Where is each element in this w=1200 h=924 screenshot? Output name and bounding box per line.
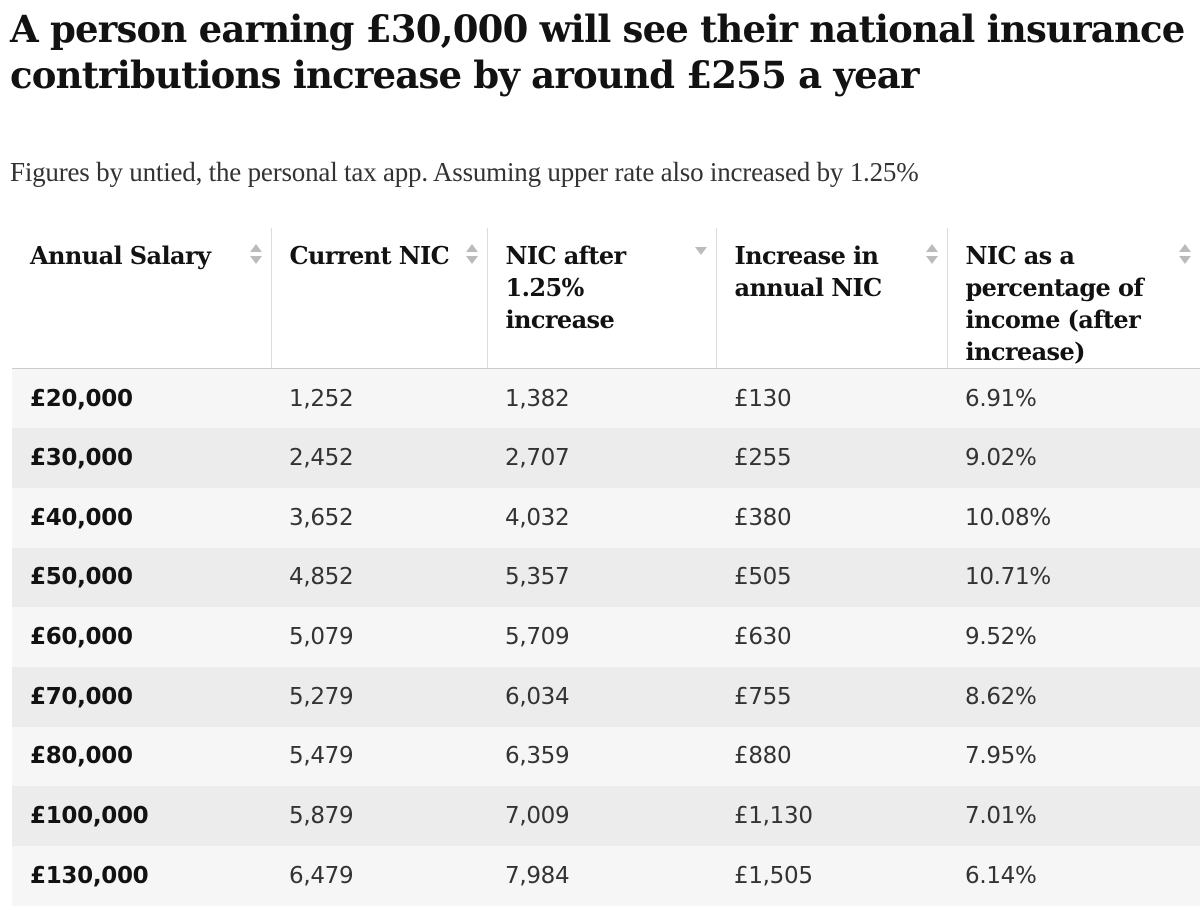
cell-increase-in-annual-nic: £630 (734, 624, 792, 651)
table-row: £20,000 1,252 1,382 £130 6.91% (12, 368, 1200, 429)
cell-nic-percentage-of-income: 8.62% (965, 683, 1037, 710)
cell-annual-salary: £60,000 (30, 624, 133, 651)
column-header-label: Increase in annual NIC (734, 241, 883, 302)
table-row: £70,000 5,279 6,034 £755 8.62% (12, 666, 1200, 727)
sort-icon[interactable] (1178, 242, 1192, 266)
column-header-nic-percentage-of-income[interactable]: NIC as a percentage of income (after inc… (946, 228, 1200, 369)
cell-current-nic: 5,279 (289, 683, 354, 710)
column-header-label: NIC as a percentage of income (after inc… (965, 241, 1144, 366)
header-row: Annual Salary Current NIC NIC after 1.25% … (12, 228, 1200, 369)
sort-down-arrow (465, 256, 478, 264)
sort-icon[interactable] (925, 242, 939, 266)
sort-down-arrow (925, 256, 938, 264)
cell-annual-salary: £20,000 (30, 385, 133, 412)
table-row: £100,000 5,879 7,009 £1,130 7.01% (12, 786, 1200, 846)
cell-annual-salary: £40,000 (30, 504, 133, 531)
cell-nic-after-increase: 5,357 (505, 564, 570, 591)
cell-nic-after-increase: 7,984 (505, 862, 570, 889)
sort-down-arrow (694, 247, 707, 255)
table-row: £130,000 6,479 7,984 £1,505 6.14% (12, 846, 1200, 906)
cell-nic-after-increase: 5,709 (505, 624, 570, 651)
column-header-annual-salary[interactable]: Annual Salary (12, 228, 271, 369)
sort-up-arrow (1179, 244, 1191, 252)
cell-annual-salary: £70,000 (30, 683, 133, 710)
cell-increase-in-annual-nic: £130 (734, 385, 792, 412)
table-body: £20,000 1,252 1,382 £130 6.91% £30,000 2,452 2,… (12, 368, 1200, 906)
cell-nic-after-increase: 1,382 (505, 385, 570, 412)
cell-nic-after-increase: 6,034 (505, 683, 570, 710)
column-header-label: NIC after 1.25% increase (505, 241, 627, 334)
table-header: Annual Salary Current NIC NIC after 1.25% … (12, 228, 1200, 369)
cell-nic-after-increase: 7,009 (505, 803, 570, 830)
sort-down-arrow (249, 256, 262, 264)
cell-nic-percentage-of-income: 10.08% (965, 504, 1051, 531)
cell-nic-percentage-of-income: 9.02% (965, 445, 1037, 472)
cell-nic-percentage-of-income: 7.95% (965, 743, 1037, 770)
sort-icon[interactable] (465, 242, 479, 266)
cell-nic-after-increase: 4,032 (505, 504, 570, 531)
column-header-nic-after-increase[interactable]: NIC after 1.25% increase (486, 228, 716, 369)
cell-nic-percentage-of-income: 6.14% (965, 862, 1037, 889)
cell-annual-salary: £30,000 (30, 445, 133, 472)
cell-current-nic: 5,079 (289, 624, 354, 651)
sort-up-arrow (925, 244, 938, 252)
cell-nic-percentage-of-income: 10.71% (965, 564, 1051, 591)
table-row: £50,000 4,852 5,357 £505 10.71% (12, 547, 1200, 608)
cell-current-nic: 3,652 (289, 504, 354, 531)
table-row: £60,000 5,079 5,709 £630 9.52% (12, 607, 1200, 667)
cell-current-nic: 1,252 (289, 385, 354, 412)
column-header-label: Annual Salary (30, 241, 211, 270)
table-row: £30,000 2,452 2,707 £255 9.02% (12, 428, 1200, 488)
cell-increase-in-annual-nic: £505 (734, 564, 792, 591)
cell-increase-in-annual-nic: £1,505 (734, 862, 813, 889)
sort-icon[interactable] (249, 242, 263, 266)
cell-current-nic: 2,452 (289, 445, 354, 472)
cell-nic-after-increase: 2,707 (505, 445, 570, 472)
cell-nic-percentage-of-income: 7.01% (965, 803, 1037, 830)
cell-nic-after-increase: 6,359 (505, 743, 570, 770)
cell-annual-salary: £100,000 (30, 803, 149, 830)
sort-icon[interactable] (694, 242, 708, 266)
nic-table: Annual Salary Current NIC NIC after 1.25% … (12, 228, 1200, 906)
cell-annual-salary: £80,000 (30, 743, 133, 770)
sort-down-arrow (1179, 256, 1191, 264)
chart-subtitle: Figures by untied, the personal tax app.… (10, 157, 919, 187)
column-header-increase-in-annual-nic[interactable]: Increase in annual NIC (715, 228, 947, 369)
cell-increase-in-annual-nic: £255 (734, 445, 792, 472)
cell-increase-in-annual-nic: £380 (734, 504, 792, 531)
cell-annual-salary: £50,000 (30, 564, 133, 591)
column-header-label: Current NIC (289, 241, 450, 270)
cell-increase-in-annual-nic: £880 (734, 743, 792, 770)
column-header-current-nic[interactable]: Current NIC (270, 228, 487, 369)
table-row: £40,000 3,652 4,032 £380 10.08% (12, 487, 1200, 548)
cell-current-nic: 4,852 (289, 564, 354, 591)
cell-annual-salary: £130,000 (30, 862, 149, 889)
cell-current-nic: 5,479 (289, 743, 354, 770)
chart-title: A person earning £30,000 will see their … (10, 7, 1185, 97)
cell-nic-percentage-of-income: 6.91% (965, 385, 1037, 412)
sort-up-arrow (465, 244, 478, 252)
table-row: £80,000 5,479 6,359 £880 7.95% (12, 726, 1200, 787)
cell-nic-percentage-of-income: 9.52% (965, 624, 1037, 651)
sort-up-arrow (249, 244, 262, 252)
cell-increase-in-annual-nic: £755 (734, 683, 792, 710)
cell-increase-in-annual-nic: £1,130 (734, 803, 813, 830)
cell-current-nic: 6,479 (289, 862, 354, 889)
cell-current-nic: 5,879 (289, 803, 354, 830)
